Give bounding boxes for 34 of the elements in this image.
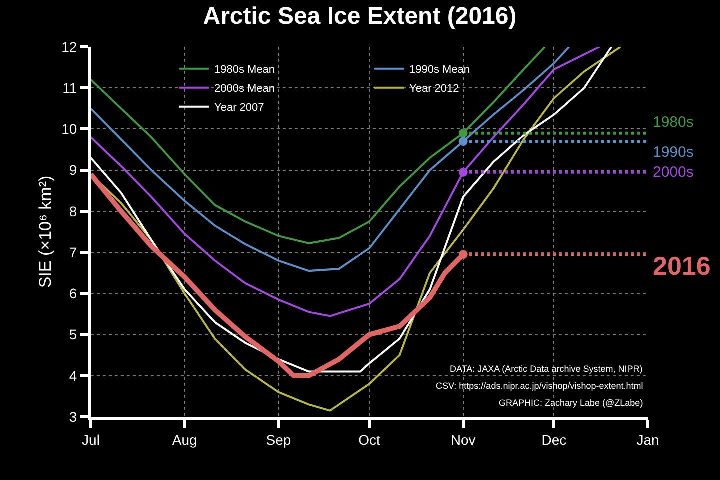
y-tick-label: 7: [69, 244, 78, 260]
y-axis-title: SIE (×10⁶ km²): [36, 176, 56, 288]
y-tick-label: 12: [62, 38, 78, 55]
legend-label: Year 2012: [410, 83, 460, 96]
y-tick-label: 8: [69, 203, 78, 220]
y-tick-label: 6: [69, 286, 78, 302]
text: 2016: [653, 251, 711, 281]
ref-line-label: 2000s: [653, 164, 694, 181]
line-series: [91, 47, 601, 318]
x-tick-label: Jul: [82, 432, 100, 448]
legend-label: 2000s Mean: [214, 83, 276, 96]
x-tick-label: Sep: [266, 432, 292, 448]
ref-line-label: 1980s: [653, 114, 694, 131]
y-tick-label: 4: [69, 368, 78, 384]
ref-line-label: 1990s: [653, 144, 694, 161]
line-series: [91, 47, 546, 245]
annotation: GRAPHIC: Zachary Labe (@ZLabe): [499, 398, 644, 408]
chart-title: Arctic Sea Ice Extent (2016): [203, 3, 517, 30]
x-tick-label: Jan: [636, 432, 660, 448]
y-tick-label: 5: [69, 326, 78, 343]
annotation: DATA: JAXA (Arctic Data archive System, NIPR): [450, 364, 643, 374]
legend-label: 1980s Mean: [214, 64, 276, 76]
y-tick-label: 10: [62, 121, 78, 138]
annotation: CSV: https://ads.nipr.ac.jp/vishop/vishop-extent.html: [436, 381, 644, 391]
x-tick-label: Nov: [450, 432, 476, 448]
legend-label: 1990s Mean: [410, 64, 470, 76]
x-tick-label: Oct: [358, 432, 380, 448]
y-tick-label: 3: [69, 408, 78, 425]
y-tick-label: 9: [69, 162, 78, 178]
line-series: [91, 47, 570, 272]
y-tick-label: 11: [62, 80, 78, 96]
x-tick-label: Aug: [172, 432, 198, 448]
legend-label: Year 2007: [214, 102, 264, 114]
x-tick-label: Dec: [542, 432, 567, 448]
